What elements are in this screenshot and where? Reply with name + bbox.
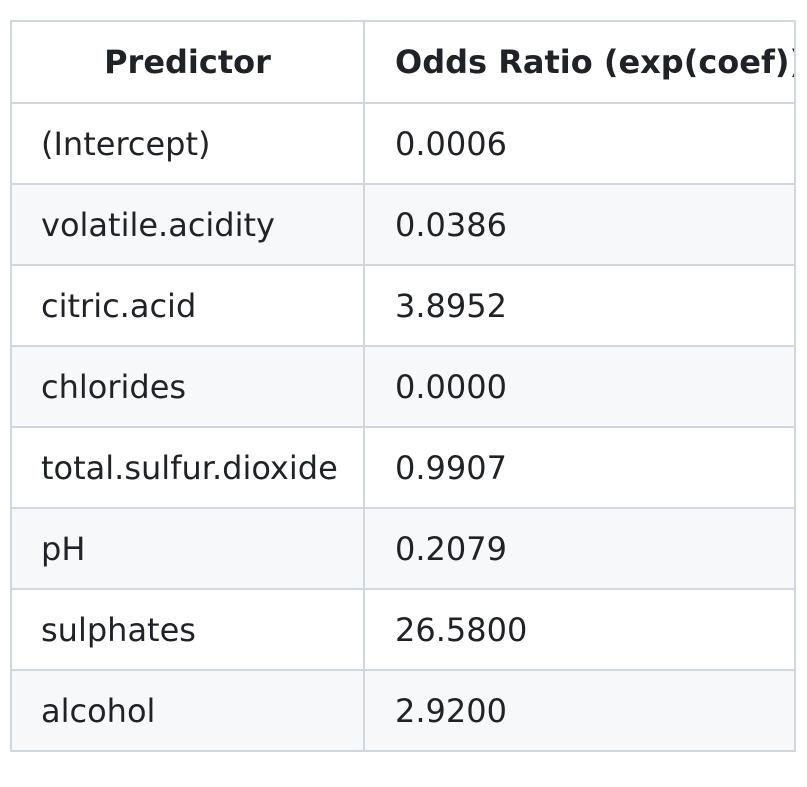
odds-ratio-cell: 0.9907 [363,426,796,509]
predictor-cell: citric.acid [10,264,365,347]
table-row: (Intercept) 0.0006 [10,102,796,185]
header-row: Predictor Odds Ratio (exp(coef)) [10,20,796,104]
predictor-cell: volatile.acidity [10,183,365,266]
odds-ratio-cell: 2.9200 [363,669,796,752]
table-row: total.sulfur.dioxide 0.9907 [10,426,796,509]
predictor-cell: chlorides [10,345,365,428]
odds-ratio-table-container: Predictor Odds Ratio (exp(coef)) (Interc… [10,20,796,752]
odds-ratio-cell: 26.5800 [363,588,796,671]
predictor-cell: total.sulfur.dioxide [10,426,365,509]
table-row: volatile.acidity 0.0386 [10,183,796,266]
table-row: pH 0.2079 [10,507,796,590]
odds-ratio-cell: 0.0006 [363,102,796,185]
odds-ratio-table: Predictor Odds Ratio (exp(coef)) (Interc… [10,20,796,752]
table-row: sulphates 26.5800 [10,588,796,671]
table-header: Predictor Odds Ratio (exp(coef)) [10,20,796,104]
odds-ratio-cell: 0.0386 [363,183,796,266]
odds-ratio-cell: 0.0000 [363,345,796,428]
odds-ratio-cell: 3.8952 [363,264,796,347]
predictor-cell: sulphates [10,588,365,671]
table-row: alcohol 2.9200 [10,669,796,752]
header-odds-ratio: Odds Ratio (exp(coef)) [363,20,796,104]
odds-ratio-cell: 0.2079 [363,507,796,590]
predictor-cell: pH [10,507,365,590]
table-body: (Intercept) 0.0006 volatile.acidity 0.03… [10,102,796,752]
table-row: chlorides 0.0000 [10,345,796,428]
predictor-cell: (Intercept) [10,102,365,185]
predictor-cell: alcohol [10,669,365,752]
table-row: citric.acid 3.8952 [10,264,796,347]
header-predictor: Predictor [10,20,365,104]
